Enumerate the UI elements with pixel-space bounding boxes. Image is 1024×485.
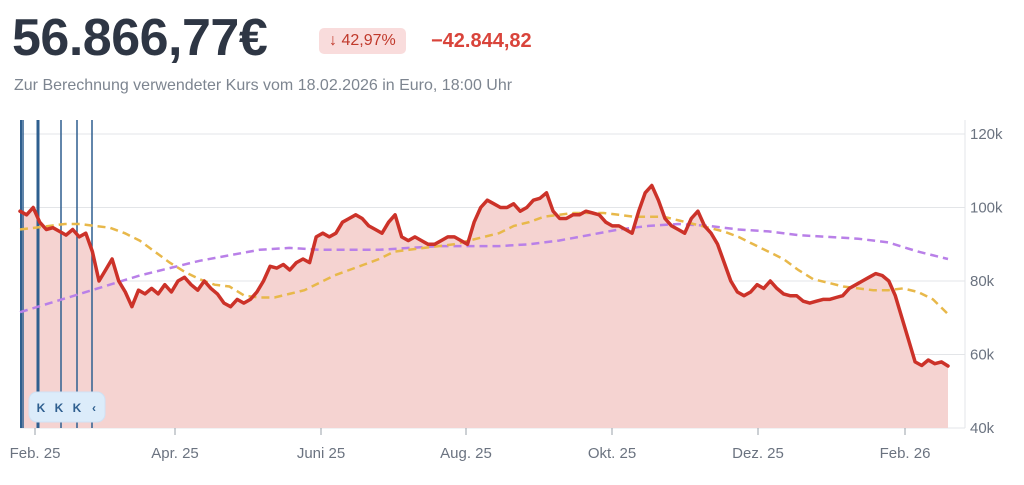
change-percent-badge: ↓ 42,97% — [319, 28, 406, 54]
x-tick-label: Dez. 25 — [732, 445, 784, 462]
y-tick-label: 80k — [970, 273, 995, 290]
price-area — [20, 185, 948, 428]
y-tick-label: 60k — [970, 347, 995, 364]
price-line — [18, 183, 950, 368]
x-tick-label: Feb. 26 — [880, 445, 931, 462]
x-tick-label: Juni 25 — [297, 445, 345, 462]
x-axis-ticks: Feb. 25 Apr. 25 Juni 25 Aug. 25 Okt. 25 Dez. … — [10, 428, 931, 462]
event-marker-badges: K K K ‹ — [28, 391, 106, 423]
event-marker-label[interactable]: K — [55, 401, 64, 415]
y-tick-label: 120k — [970, 126, 1003, 143]
area-layer — [20, 185, 948, 428]
y-axis-ticks: 120k 100k 80k 60k 40k — [970, 126, 1003, 437]
y-tick-label: 100k — [970, 200, 1003, 217]
x-tick-label: Okt. 25 — [588, 445, 636, 462]
x-tick-label: Feb. 25 — [10, 445, 61, 462]
y-tick-label: 40k — [970, 420, 995, 437]
portfolio-value: 56.866,77€ — [12, 9, 268, 67]
x-tick-label: Aug. 25 — [440, 445, 492, 462]
change-absolute: −42.844,82 — [431, 30, 532, 52]
event-marker-label[interactable]: K — [73, 401, 82, 415]
moving-average-long-line — [19, 222, 949, 314]
series-lines — [18, 183, 950, 368]
event-marker-label[interactable]: ‹ — [92, 401, 96, 415]
event-marker-badge-bg[interactable] — [28, 391, 106, 423]
event-marker-label[interactable]: K — [37, 401, 46, 415]
x-tick-label: Apr. 25 — [151, 445, 199, 462]
event-markers — [20, 120, 93, 428]
price-basis-note: Zur Berechnung verwendeter Kurs vom 18.0… — [14, 77, 513, 94]
